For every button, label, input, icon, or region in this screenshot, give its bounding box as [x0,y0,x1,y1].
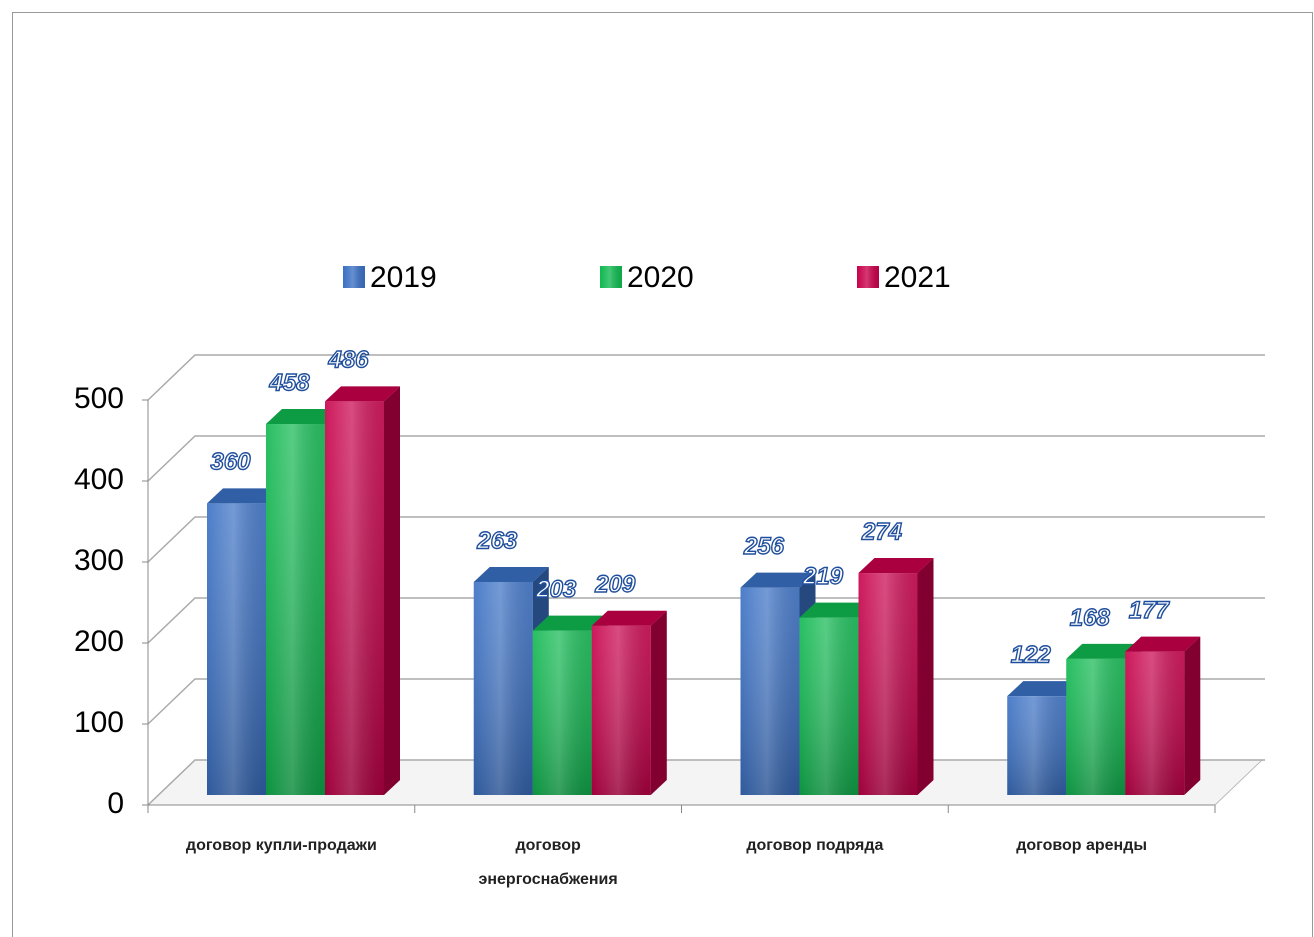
bar-side-shade [1184,636,1201,795]
legend-label: 2019 [370,261,437,294]
value-label: 256 [743,533,785,560]
bar-top [1066,643,1142,659]
x-tick-label: договор аренды [1016,837,1148,854]
value-label: 122 [1011,642,1052,669]
bar-3d [532,615,608,795]
bar-top [858,558,934,574]
grid-line [147,354,1265,401]
bar-top [1125,636,1201,652]
bar-top-shade [858,558,934,574]
bar-top-shade [799,602,875,618]
bar-shade [799,617,859,795]
bar-top-shade [532,615,608,631]
bar-side [384,386,400,795]
value-label: 486 [327,347,369,374]
bar-shade [325,401,384,795]
legend-marker-shine [600,266,622,288]
bar-top [473,566,549,582]
bar-top-shade [740,572,816,588]
value-label: 458 [268,369,310,396]
bar-shade [207,503,266,795]
y-tick-label: 400 [74,463,124,496]
value-label: 274 [861,518,902,545]
bar-side [917,558,934,795]
bar-shade [591,625,651,795]
bar-3d [1007,681,1083,795]
y-tick-label: 500 [74,382,124,415]
frame [12,12,1313,937]
bar-shade [858,573,918,795]
bar-top-shade [473,566,549,582]
grid-line [147,516,1265,563]
legend-label: 2020 [627,261,694,294]
y-tick-label: 200 [74,625,124,658]
bar-3d [1125,636,1201,795]
bar-3d [858,558,934,795]
bar-top [591,610,667,626]
bar-top-shade [266,409,341,425]
bar-side-shade [917,558,934,795]
grid-line [147,435,1265,482]
y-tick-label: 100 [74,706,124,739]
x-tick-label: договор энергоснабжения [478,837,618,888]
legend-marker-shine [857,266,879,288]
value-label: 168 [1070,604,1111,631]
legend-label: 2021 [884,261,951,294]
bar-top [532,615,608,631]
bar-top [1007,681,1083,697]
y-tick-label: 0 [107,787,124,820]
bar-side [650,610,667,795]
bar-shade [740,587,800,795]
bar-side-shade [650,610,667,795]
bar-shade [266,424,325,795]
x-tick-label: договор купли-продажи [185,837,377,854]
legend-marker-shine [343,266,365,288]
bar-shade [532,630,592,795]
bar-side [1184,636,1201,795]
bar-top-shade [591,610,667,626]
bar-shade [1125,651,1185,795]
y-tick-label: 300 [74,544,124,577]
bar-top-shade [325,386,400,402]
bar-top-shade [1007,681,1083,697]
bar-side-shade [384,386,400,795]
value-label: 360 [210,449,251,476]
bar-top-shade [1066,643,1142,659]
bar-top-shade [207,488,282,504]
value-label: 263 [476,527,518,554]
value-label: 203 [535,576,577,603]
bar-top-shade [1125,636,1201,652]
value-label: 219 [802,563,844,590]
bar-top [799,602,875,618]
bar-3d [473,566,549,795]
bar-shade [1066,658,1126,795]
bar-3d [325,386,400,795]
bar-3d [591,610,667,795]
bar-shade [1007,696,1067,795]
bar-top [207,488,282,504]
bar-top [740,572,816,588]
value-label: 209 [594,571,636,598]
bar-top [266,409,341,425]
x-tick-label: договор подряда [746,837,884,854]
bar-shade [473,581,533,795]
bar-top [325,386,400,402]
value-label: 177 [1129,597,1171,624]
